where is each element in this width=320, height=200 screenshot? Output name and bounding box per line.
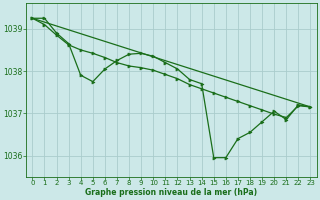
X-axis label: Graphe pression niveau de la mer (hPa): Graphe pression niveau de la mer (hPa)	[85, 188, 258, 197]
